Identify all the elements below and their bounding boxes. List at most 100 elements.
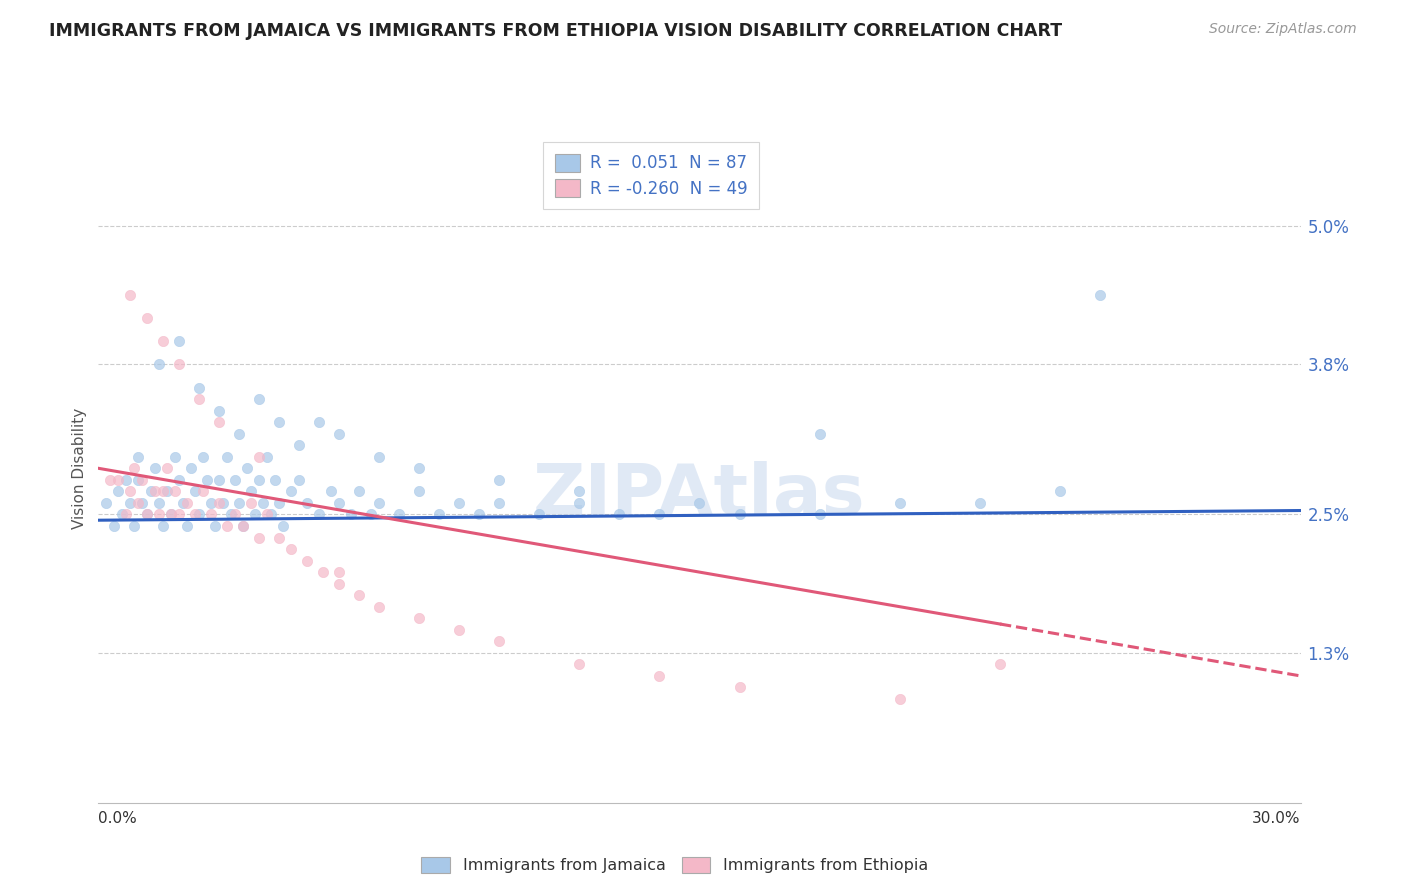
Point	[152, 519, 174, 533]
Point	[167, 508, 190, 522]
Point	[243, 508, 266, 522]
Point	[96, 496, 118, 510]
Point	[388, 508, 411, 522]
Text: Source: ZipAtlas.com: Source: ZipAtlas.com	[1209, 22, 1357, 37]
Point	[488, 473, 510, 487]
Point	[247, 392, 270, 406]
Point	[232, 519, 254, 533]
Point	[208, 496, 231, 510]
Legend: Immigrants from Jamaica, Immigrants from Ethiopia: Immigrants from Jamaica, Immigrants from…	[415, 850, 935, 880]
Point	[103, 519, 125, 533]
Point	[124, 519, 146, 533]
Point	[208, 473, 231, 487]
Point	[215, 519, 238, 533]
Point	[295, 496, 318, 510]
Point	[224, 473, 246, 487]
Point	[256, 450, 278, 464]
Point	[239, 484, 262, 499]
Point	[131, 473, 153, 487]
Point	[609, 508, 631, 522]
Point	[368, 496, 391, 510]
Point	[280, 484, 302, 499]
Point	[208, 403, 231, 417]
Point	[247, 473, 270, 487]
Point	[889, 692, 911, 706]
Point	[228, 426, 250, 441]
Point	[312, 565, 335, 579]
Point	[247, 531, 270, 545]
Point	[120, 484, 142, 499]
Point	[191, 450, 214, 464]
Point	[228, 496, 250, 510]
Point	[368, 450, 391, 464]
Point	[808, 508, 831, 522]
Point	[247, 450, 270, 464]
Point	[328, 565, 350, 579]
Point	[224, 508, 246, 522]
Point	[408, 611, 430, 625]
Point	[235, 461, 257, 475]
Point	[889, 496, 911, 510]
Point	[143, 484, 166, 499]
Point	[115, 508, 138, 522]
Point	[568, 484, 591, 499]
Point	[728, 508, 751, 522]
Point	[319, 484, 342, 499]
Point	[183, 508, 205, 522]
Text: IMMIGRANTS FROM JAMAICA VS IMMIGRANTS FROM ETHIOPIA VISION DISABILITY CORRELATIO: IMMIGRANTS FROM JAMAICA VS IMMIGRANTS FR…	[49, 22, 1063, 40]
Point	[107, 473, 129, 487]
Point	[808, 426, 831, 441]
Text: 30.0%: 30.0%	[1253, 811, 1301, 826]
Point	[208, 415, 231, 429]
Point	[328, 576, 350, 591]
Point	[488, 496, 510, 510]
Point	[195, 473, 218, 487]
Point	[988, 657, 1011, 672]
Point	[120, 496, 142, 510]
Point	[191, 484, 214, 499]
Point	[124, 461, 146, 475]
Point	[135, 508, 157, 522]
Text: 0.0%: 0.0%	[98, 811, 138, 826]
Point	[155, 461, 177, 475]
Point	[368, 599, 391, 614]
Point	[187, 380, 209, 394]
Point	[115, 473, 138, 487]
Point	[568, 657, 591, 672]
Point	[728, 681, 751, 695]
Point	[288, 438, 311, 452]
Point	[280, 542, 302, 557]
Point	[308, 508, 330, 522]
Point	[128, 473, 150, 487]
Point	[1049, 484, 1071, 499]
Point	[468, 508, 491, 522]
Point	[252, 496, 274, 510]
Point	[120, 288, 142, 302]
Point	[295, 553, 318, 567]
Point	[159, 508, 181, 522]
Point	[135, 311, 157, 326]
Point	[180, 461, 202, 475]
Point	[135, 508, 157, 522]
Point	[148, 496, 170, 510]
Point	[648, 508, 671, 522]
Point	[328, 496, 350, 510]
Point	[139, 484, 162, 499]
Point	[172, 496, 194, 510]
Point	[111, 508, 134, 522]
Point	[271, 519, 294, 533]
Point	[143, 461, 166, 475]
Point	[340, 508, 363, 522]
Point	[648, 669, 671, 683]
Point	[408, 484, 430, 499]
Point	[447, 623, 470, 637]
Point	[148, 508, 170, 522]
Text: ZIPAtlas: ZIPAtlas	[533, 460, 866, 530]
Point	[267, 415, 290, 429]
Point	[131, 496, 153, 510]
Point	[328, 426, 350, 441]
Point	[267, 496, 290, 510]
Point	[211, 496, 233, 510]
Point	[167, 473, 190, 487]
Point	[107, 484, 129, 499]
